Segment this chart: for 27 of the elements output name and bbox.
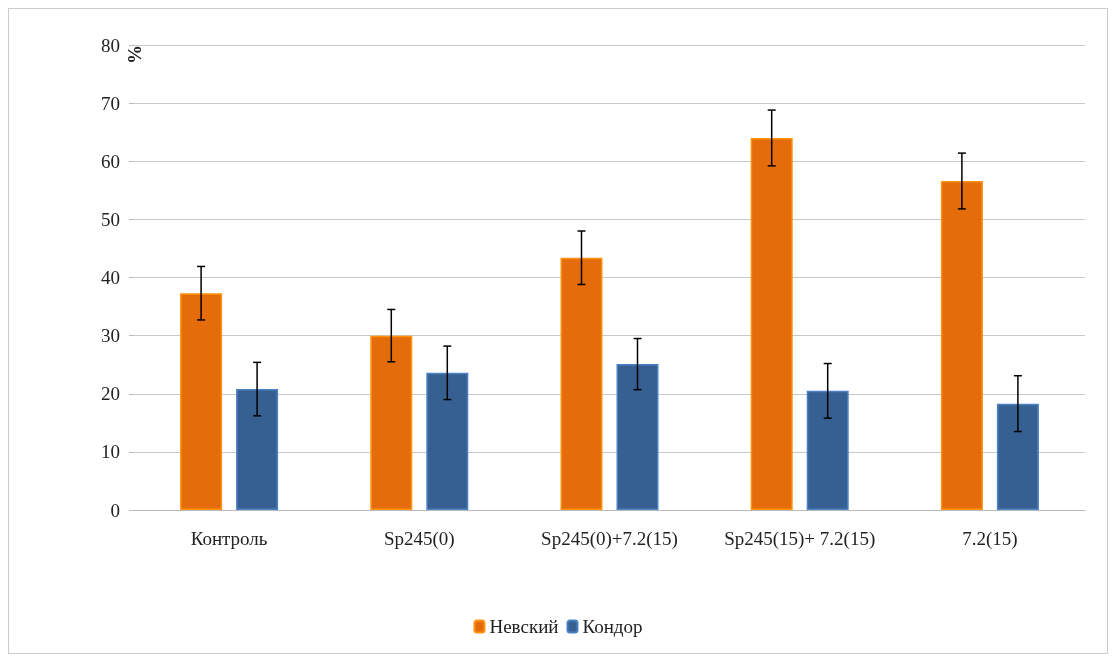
y-tick-label: 40 xyxy=(101,267,120,288)
y-tick-label: 10 xyxy=(101,441,120,463)
x-tick-label: Sp245(0) xyxy=(383,527,455,550)
x-tick-label: Sp245(15)+ 7.2(15) xyxy=(724,527,876,550)
y-tick-label: 60 xyxy=(101,150,120,172)
bar xyxy=(616,364,659,510)
bar xyxy=(750,138,793,510)
legend-label: Кондор xyxy=(582,616,643,637)
legend-label: Невский xyxy=(489,616,559,637)
y-axis-title: % xyxy=(123,45,145,64)
bar xyxy=(996,403,1039,510)
bar xyxy=(370,335,413,510)
x-tick-label: Sp245(0)+7.2(15) xyxy=(541,527,678,550)
bar xyxy=(236,389,279,510)
x-tick-label: Контроль xyxy=(190,527,268,549)
y-tick-label: 30 xyxy=(101,325,120,347)
y-tick-label: 70 xyxy=(101,92,120,114)
bar xyxy=(940,181,983,510)
y-tick-label: 20 xyxy=(101,383,120,405)
y-tick-label: 80 xyxy=(101,34,120,56)
bar xyxy=(180,293,223,510)
bar xyxy=(560,257,603,510)
bar xyxy=(426,372,469,510)
x-tick-label: 7.2(15) xyxy=(962,527,1018,550)
y-tick-label: 50 xyxy=(101,208,120,230)
y-tick-label: 0 xyxy=(110,499,120,521)
bar xyxy=(806,390,849,510)
